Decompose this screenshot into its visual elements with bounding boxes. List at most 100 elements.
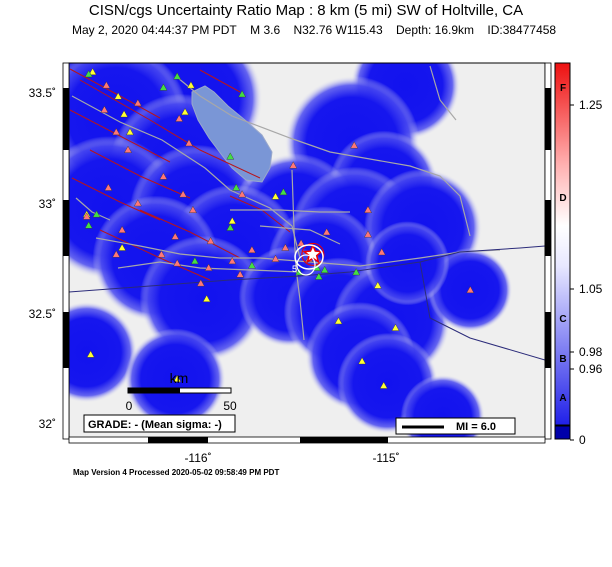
seismic-station-marker <box>88 67 97 75</box>
fault-line <box>89 149 191 199</box>
uncertainty-layer <box>69 63 513 439</box>
contour-ring <box>296 254 316 276</box>
border-segment <box>63 200 69 256</box>
road <box>177 77 471 237</box>
scale-tick-label: 0 <box>126 399 133 413</box>
seismic-station-marker <box>120 110 129 118</box>
scale-bar: km 0 50 <box>126 370 237 413</box>
seismic-station-marker <box>187 81 195 89</box>
colorbar-value: 0.98 <box>579 345 603 359</box>
seismic-station-marker <box>173 374 182 383</box>
outlier-station-marker <box>364 230 372 238</box>
colorbar-value: 1.25 <box>579 98 603 112</box>
map-border-ticks <box>62 62 552 444</box>
seismic-station-marker <box>118 243 127 251</box>
colorbar-gradient <box>554 62 571 426</box>
fault-line <box>99 229 211 281</box>
colorbar-value: 1.05 <box>579 282 603 296</box>
outlier-station-marker <box>82 212 91 220</box>
uncertainty-circle <box>400 374 485 439</box>
outlier-station-marker <box>204 263 213 271</box>
road <box>259 225 341 245</box>
road <box>230 209 350 213</box>
outlier-station-marker <box>322 228 331 236</box>
scale-bar-segment <box>128 388 180 393</box>
intensity-station-marker <box>314 272 323 280</box>
road <box>295 267 305 341</box>
colorbar: F D C B A 1.25 1.05 0.98 0.96 0 <box>554 62 603 447</box>
outlier-station-marker <box>289 161 298 169</box>
outlier-station-marker <box>377 248 386 256</box>
event-info: May 2, 2020 04:44:37 PM PDT M 3.6 N32.76… <box>72 23 612 37</box>
intensity-station-marker <box>226 223 235 231</box>
border-segment <box>63 312 69 368</box>
outlier-station-marker <box>206 236 215 245</box>
intensity-station-marker <box>173 72 182 80</box>
contour-label: 5 <box>292 264 297 274</box>
intensity-station-marker <box>352 268 361 276</box>
outlier-station-marker <box>196 279 205 287</box>
seismic-station-marker <box>391 323 400 331</box>
border-segment <box>63 88 69 150</box>
intensity-contour: 5 <box>292 244 324 276</box>
intensity-station-marker <box>279 188 288 196</box>
grade-letter: F <box>560 83 566 94</box>
outlier-station-marker <box>118 225 127 233</box>
international-border <box>69 245 545 293</box>
colorbar-zero-swatch <box>554 425 571 440</box>
event-magnitude: M 3.6 <box>250 23 281 37</box>
event-location: N32.76 W115.43 <box>293 23 383 37</box>
seismic-station-marker <box>228 216 237 225</box>
seismic-station-marker <box>379 381 388 389</box>
grade-letter: D <box>559 193 566 204</box>
outlier-station-marker <box>228 257 237 265</box>
intensity-station-marker <box>247 261 256 269</box>
state-border <box>419 261 545 361</box>
intensity-station-marker <box>190 257 199 265</box>
outlier-station-marker <box>159 172 168 180</box>
epicenter-ring <box>301 242 325 266</box>
map-area: 5 <box>69 63 545 439</box>
outlier-station-marker <box>350 141 359 149</box>
road <box>75 197 111 221</box>
intensity-station-marker <box>320 265 329 273</box>
grade-box: GRADE: - (Mean sigma: -) <box>83 414 236 433</box>
border-segment <box>300 437 388 443</box>
mi-legend: MI = 6.0 <box>395 417 516 435</box>
outlier-station-marker <box>247 245 256 253</box>
outlier-station-marker <box>133 199 142 207</box>
seismic-station-marker <box>202 294 211 302</box>
outlier-station-marker <box>104 183 113 191</box>
grade-letter: B <box>559 354 566 365</box>
intensity-station-marker <box>226 152 235 160</box>
lat-label: 32˚ <box>39 417 56 431</box>
latitude-labels: 33.5˚ 33˚ 32.5˚ 32˚ <box>29 86 56 431</box>
outlier-station-marker <box>102 81 111 89</box>
mi-legend-frame <box>395 417 516 435</box>
outlier-station-marker <box>466 285 475 294</box>
outlier-station-marker <box>100 105 109 113</box>
seismic-station-marker <box>181 107 189 116</box>
outlier-station-marker <box>364 205 372 213</box>
fault-line <box>139 209 241 259</box>
intensity-station-marker <box>84 221 93 229</box>
outlier-station-marker <box>112 250 121 258</box>
contour-ring <box>294 244 324 270</box>
seismic-station-marker <box>334 317 343 325</box>
border-segment <box>545 200 551 256</box>
grade-text: GRADE: - (Mean sigma: -) <box>88 419 222 431</box>
intensity-station-marker <box>232 183 241 191</box>
event-depth: Depth: 16.9km <box>395 23 475 37</box>
uncertainty-circle <box>69 301 138 403</box>
fault-line <box>199 69 241 93</box>
border-segment <box>148 437 208 443</box>
road <box>95 237 501 267</box>
outlier-station-marker <box>175 114 184 122</box>
outlier-station-marker <box>188 205 197 213</box>
grade-letter: A <box>559 393 566 404</box>
border-segment <box>545 312 551 368</box>
road <box>117 261 301 273</box>
outlier-station-marker <box>236 270 245 278</box>
road-network <box>71 65 501 341</box>
